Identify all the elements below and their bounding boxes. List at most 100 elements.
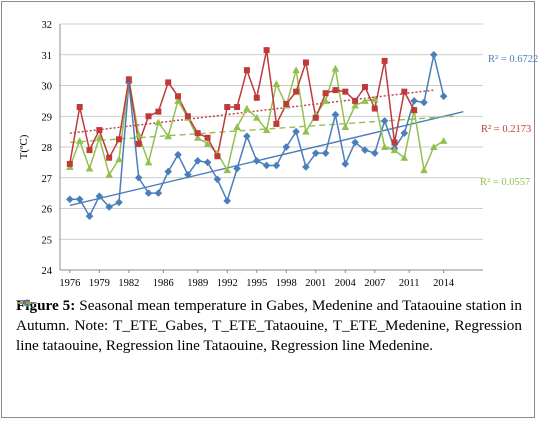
data-point [193,133,202,141]
data-point [410,97,418,105]
data-point [214,153,221,160]
data-point [106,154,113,161]
temperature-line-chart: 24 25 26 27 28 29 30 31 32 T(ºC) 1976 1979 1982 1986 1… [18,20,538,289]
data-point [174,97,182,104]
data-point [243,67,250,74]
data-point [439,92,448,101]
data-point [134,173,143,182]
figure-label: Figure 5: [16,297,76,314]
y-tick-label: 30 [42,82,53,93]
data-point [174,150,182,159]
data-point [262,161,271,170]
data-point [105,203,113,211]
data-point [66,195,74,204]
data-point [116,136,123,143]
data-point [272,161,281,170]
data-point [135,140,142,147]
data-point [381,57,388,64]
y-tick-label: 25 [42,235,53,246]
caption-legend: T_ETE_Gabes, T_ETE_Tataouine, T_ETE_Mede… [16,299,522,354]
data-point [96,127,103,134]
y-tick-label: 32 [42,20,53,31]
data-point [85,212,94,220]
y-tick-label: 26 [42,205,53,216]
data-point [283,100,290,107]
y-tick-label: 27 [42,174,53,185]
caption-legend-item: T_ETE_Tataouine, [18,299,328,334]
caption-legend-label: Regression line tataouine, [16,317,522,354]
data-point [371,105,378,112]
x-tick-label: 2001 [305,278,326,289]
x-tick-label: 2004 [335,278,357,289]
data-point [361,97,369,104]
data-point [154,118,163,126]
data-point [233,164,241,173]
x-tick-label: 1995 [246,278,267,289]
data-point [164,167,173,176]
data-point [263,47,270,54]
data-point [351,101,359,109]
caption-legend-item: Regression line tataouine, [16,302,522,354]
data-point [302,59,309,66]
x-tick-label: 2014 [433,278,455,289]
y-axis-label: T(ºC) [18,134,30,159]
data-point [175,93,182,100]
data-point [262,126,271,134]
data-point [203,158,212,167]
data-point [184,113,191,120]
data-point [95,133,104,141]
r-squared-label: R² = 0.0557 [480,177,530,188]
data-point [380,117,389,125]
data-point [75,137,84,144]
data-point [420,166,428,174]
data-point [273,120,280,127]
caption-legend-item: Regression line Medenine. [18,302,433,354]
regression-line [69,89,434,134]
x-tick-label: 1989 [187,278,208,289]
x-tick-label: 1982 [118,278,139,289]
x-tick-label: 2011 [399,278,420,289]
data-point [154,189,163,197]
data-point [293,88,300,95]
data-point [204,134,211,141]
data-point [439,137,448,144]
data-point [253,94,260,101]
data-point [243,104,251,112]
data-point [115,198,123,207]
data-point [321,97,330,104]
x-tick-label: 1998 [276,278,297,289]
data-point [380,143,389,150]
data-point [75,195,84,204]
x-tick-label: 1976 [59,278,80,289]
data-point [341,160,350,168]
x-tick-label: 1992 [217,278,238,289]
caption-legend-item: T_ETE_Gabes, [18,300,207,334]
data-point [125,76,132,83]
y-tick-label: 24 [42,266,53,277]
data-point [331,64,340,72]
regression-line [69,115,454,144]
caption-legend-label: T_ETE_Tataouine, [212,317,328,334]
data-point [292,127,300,136]
data-point [145,113,152,120]
data-point [86,147,93,154]
x-tick-label: 1979 [89,278,110,289]
data-point [311,149,320,157]
data-point [155,108,162,115]
data-point [66,160,73,167]
data-point [76,104,83,111]
data-point [115,155,123,163]
data-point [400,153,409,161]
y-tick-label: 29 [42,112,53,123]
data-point [144,158,153,166]
data-point [292,66,300,74]
data-point [203,140,212,147]
data-point [193,157,202,165]
data-point [213,175,222,184]
data-point [430,50,438,59]
data-point [321,149,330,157]
x-tick-label: 2007 [364,278,385,289]
r-squared-label: R² = 0.2173 [481,124,531,135]
data-point [341,123,350,131]
